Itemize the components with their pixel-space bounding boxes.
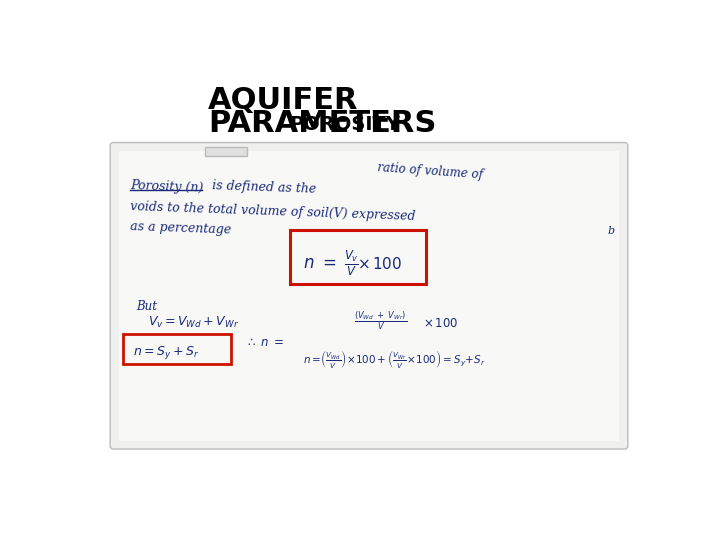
Text: $\therefore\; n\;=$: $\therefore\; n\;=$	[245, 336, 284, 349]
Text: AQUIFER: AQUIFER	[208, 86, 359, 116]
Text: ratio of volume of: ratio of volume of	[377, 161, 483, 181]
Text: $n\ =\ \frac{V_{\!v}}{V}$: $n\ =\ \frac{V_{\!v}}{V}$	[303, 248, 359, 278]
Text: $n = \!\left(\frac{V_{Wd}}{V}\right)\!\times\!100 + \left(\frac{V_{Wr}}{V}\!\tim: $n = \!\left(\frac{V_{Wd}}{V}\right)\!\t…	[303, 348, 486, 370]
Text: $n = S_y + S_r$: $n = S_y + S_r$	[132, 343, 199, 361]
Text: But: But	[137, 300, 158, 313]
Bar	[122, 334, 231, 363]
Text: as a percentage: as a percentage	[130, 220, 232, 237]
Text: $\times\,100$: $\times\,100$	[423, 318, 459, 330]
FancyBboxPatch shape	[110, 143, 628, 449]
FancyBboxPatch shape	[88, 63, 650, 483]
Text: b: b	[608, 226, 615, 237]
Text: Porosity (n): Porosity (n)	[130, 179, 204, 194]
Text: $V_v = V_{Wd} + V_{Wr}$: $V_v = V_{Wd} + V_{Wr}$	[148, 315, 239, 330]
Bar	[120, 151, 618, 441]
Text: voids to the total volume of soil(V) expressed: voids to the total volume of soil(V) exp…	[130, 200, 416, 222]
Bar	[204, 147, 248, 157]
Text: $\times\,100$: $\times\,100$	[357, 256, 402, 272]
Text: POROSITY: POROSITY	[289, 115, 400, 134]
Text: $\frac{(V_{Wd}\ +\ V_{Wr})}{V}$: $\frac{(V_{Wd}\ +\ V_{Wr})}{V}$	[354, 309, 407, 332]
Bar	[290, 231, 426, 284]
Text: PARAMETERS: PARAMETERS	[208, 110, 436, 138]
Text: is defined as the: is defined as the	[208, 179, 316, 195]
